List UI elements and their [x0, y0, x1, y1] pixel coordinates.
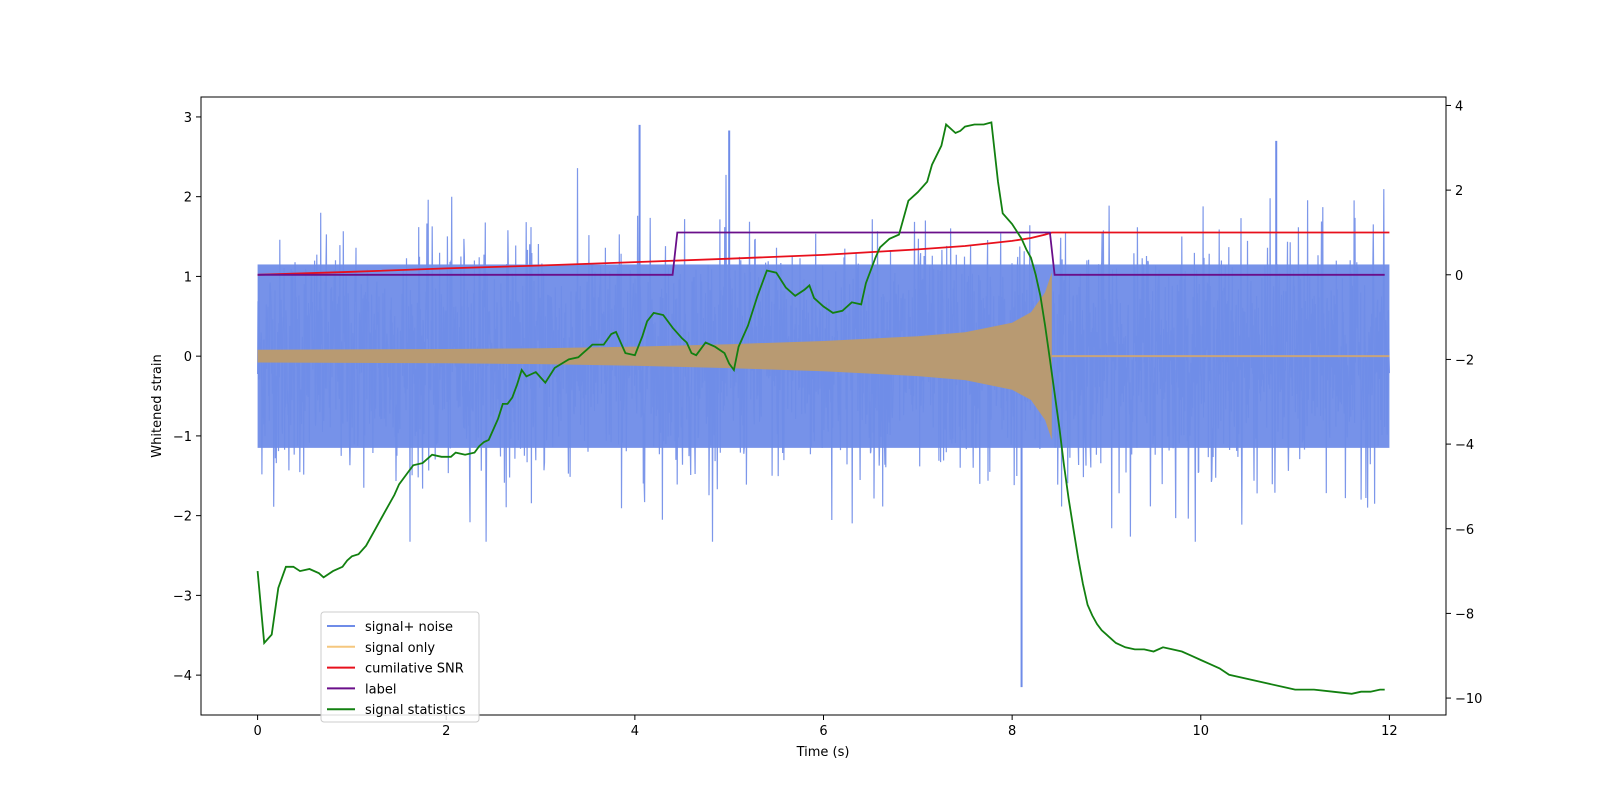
- y-axis-left: −4 −3 −2 −1 0 1 2 3: [173, 111, 201, 684]
- y-axis-right: −10 −8 −6 −4 −2 0 2 4: [1446, 99, 1482, 707]
- legend: signal+ noise signal only cumilative SNR la…: [320, 611, 480, 723]
- x-tick-label-3: 6: [819, 724, 827, 739]
- y-tick-label-2: −2: [173, 510, 192, 525]
- x-axis: 0 2 4 6 8 10 12: [253, 715, 1398, 739]
- x-axis-title: Time (s): [796, 745, 850, 760]
- y-tick-label-0: −4: [173, 669, 192, 684]
- y2-tick-label-4: −2: [1455, 353, 1474, 368]
- series-signal-statistics-line: [256, 121, 1385, 695]
- y2-tick-label-6: 2: [1455, 184, 1463, 199]
- y2-tick-label-1: −8: [1455, 607, 1474, 622]
- y2-tick-label-0: −10: [1455, 692, 1482, 707]
- series-signal-only-envelope: [257, 272, 1052, 440]
- y-tick-label-6: 2: [184, 191, 192, 206]
- x-tick-label-1: 2: [442, 724, 450, 739]
- x-tick-label-4: 8: [1008, 724, 1016, 739]
- y2-tick-label-2: −6: [1455, 523, 1474, 538]
- x-tick-label-2: 4: [631, 724, 639, 739]
- series-label-line: [257, 231, 1385, 276]
- x-tick-label-6: 12: [1381, 724, 1398, 739]
- x-tick-label-0: 0: [253, 724, 261, 739]
- y2-tick-label-5: 0: [1455, 269, 1463, 284]
- legend-label-2: cumilative SNR: [365, 662, 464, 677]
- y-tick-label-4: 0: [184, 350, 192, 365]
- y2-tick-label-3: −4: [1455, 438, 1474, 453]
- legend-label-3: label: [365, 682, 396, 697]
- y-tick-label-5: 1: [184, 270, 192, 285]
- y-axis-title: Whitened strain: [150, 354, 165, 457]
- legend-box: [320, 611, 480, 723]
- legend-label-4: signal statistics: [365, 703, 466, 718]
- x-tick-label-5: 10: [1192, 724, 1209, 739]
- plot-area: [256, 121, 1390, 695]
- legend-label-0: signal+ noise: [365, 620, 453, 635]
- legend-label-1: signal only: [365, 641, 435, 656]
- y-tick-label-7: 3: [184, 111, 192, 126]
- y-tick-label-3: −1: [173, 430, 192, 445]
- y2-tick-label-7: 4: [1455, 99, 1463, 114]
- y-tick-label-1: −3: [173, 589, 192, 604]
